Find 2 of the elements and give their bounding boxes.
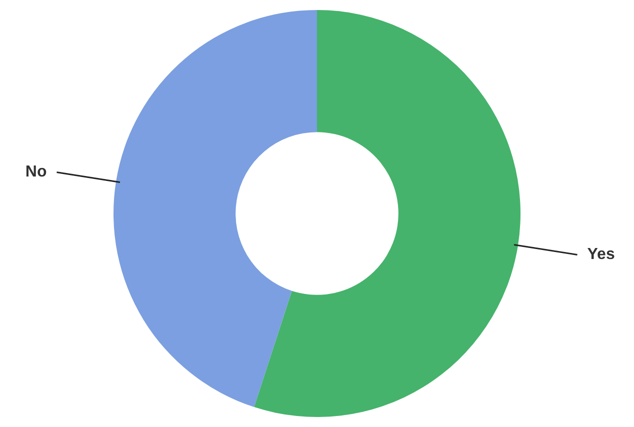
slice-label: No — [25, 164, 47, 181]
slice-label: Yes — [587, 246, 615, 264]
